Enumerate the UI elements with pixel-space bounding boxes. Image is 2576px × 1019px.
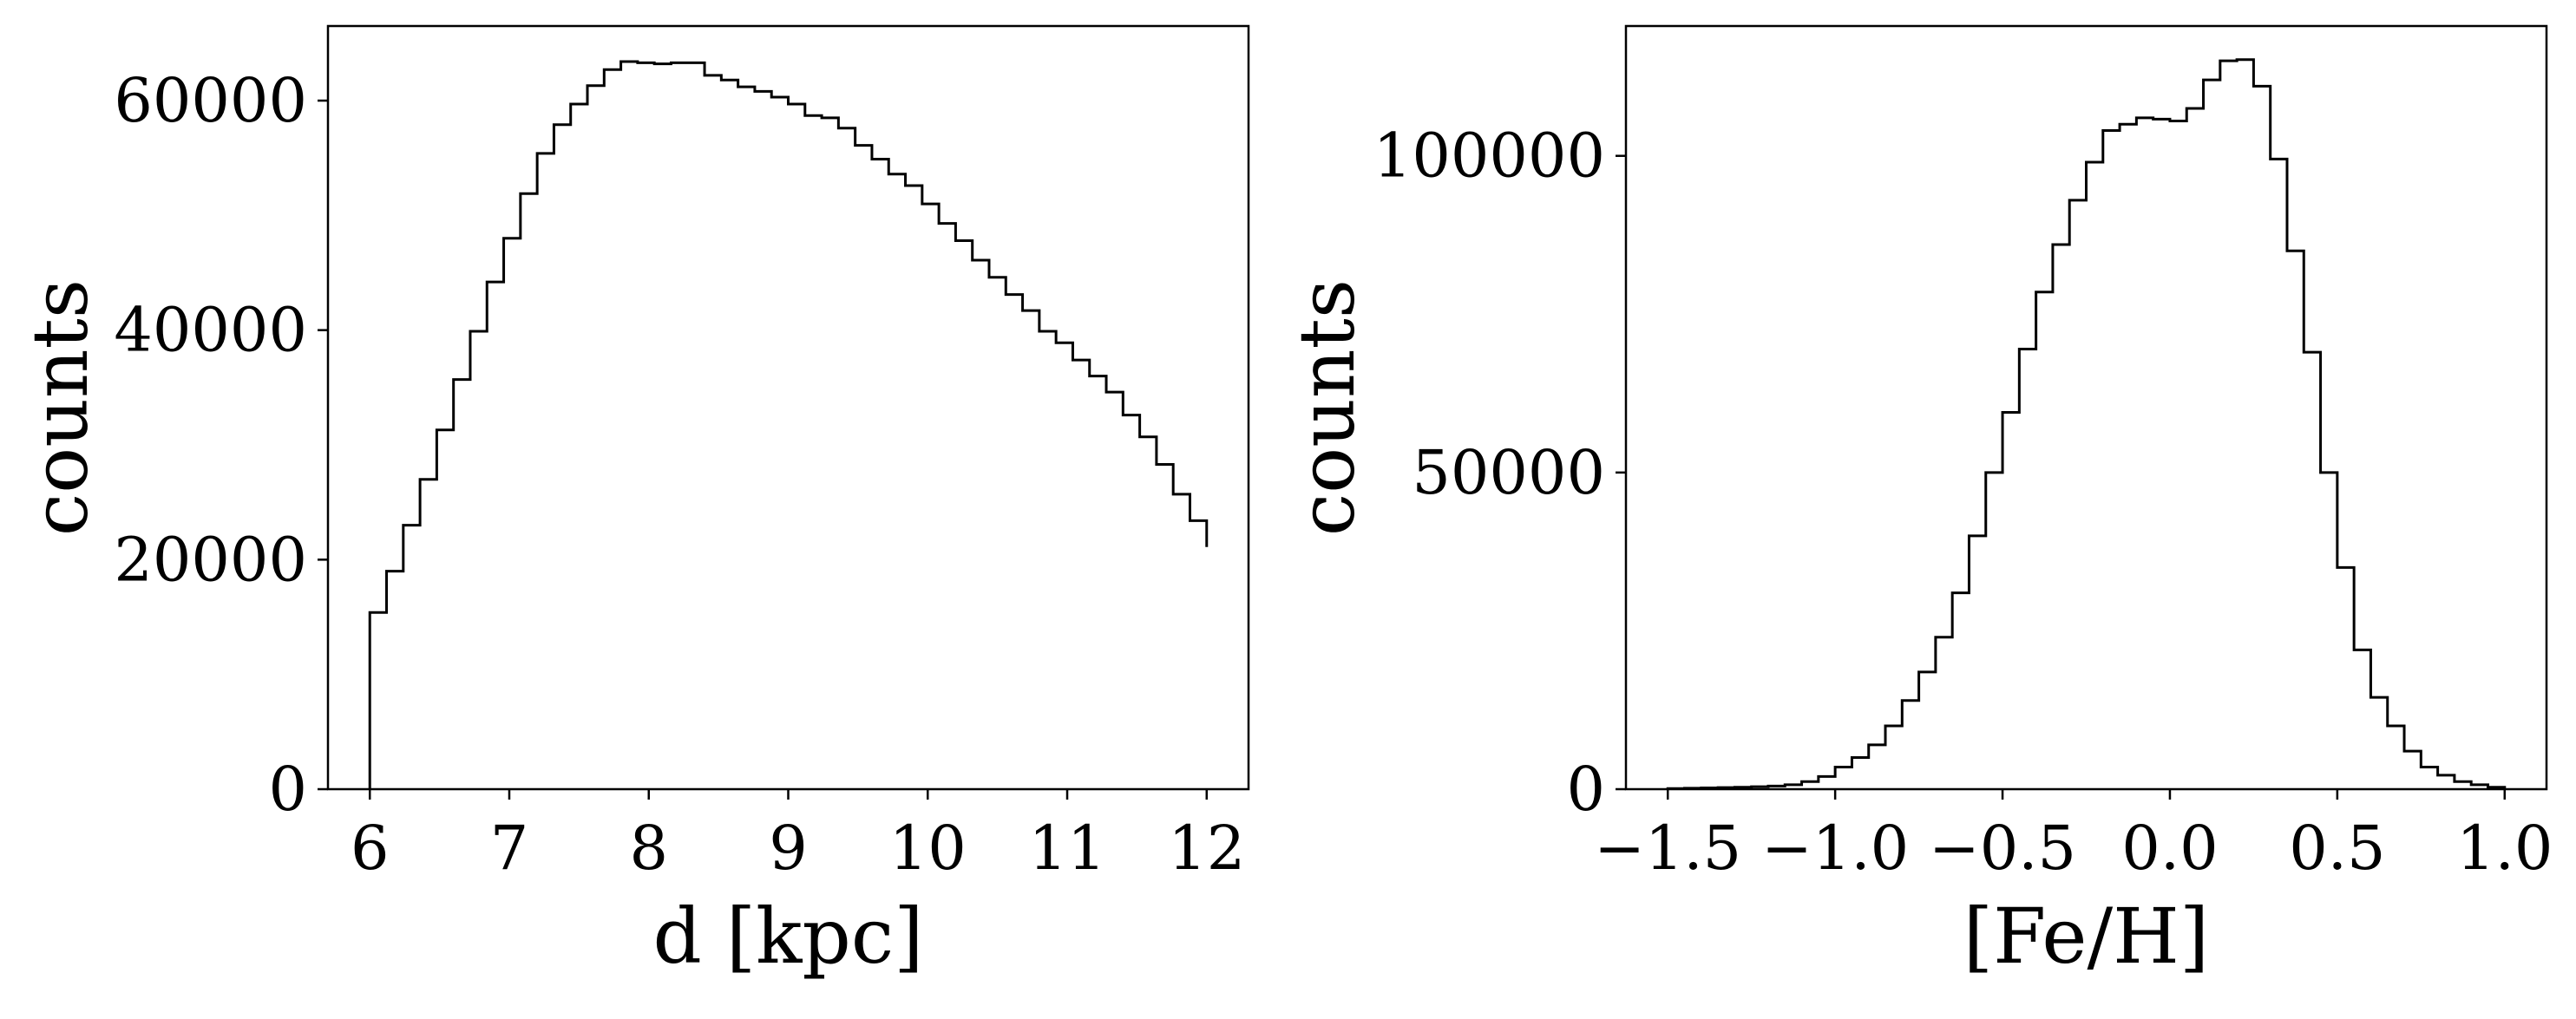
distance-x-tick-label: 12 — [1168, 813, 1245, 884]
metallicity-axes-frame — [1624, 24, 2548, 791]
distance-y-tick-label: 60000 — [114, 65, 307, 136]
distance-y-tick-label: 0 — [268, 754, 307, 825]
metallicity-x-tick-label: 0.0 — [2121, 813, 2218, 884]
distance-x-tick-label: 6 — [351, 813, 390, 884]
distance-axes-frame — [326, 24, 1250, 791]
metallicity-histogram-step — [1666, 58, 2507, 790]
metallicity-x-tick-label: −0.5 — [1929, 813, 2076, 884]
metallicity-x-tick-label: −1.0 — [1761, 813, 1909, 884]
metallicity-y-axis-label: counts — [1282, 279, 1372, 536]
metallicity-y-tick-label: 100000 — [1373, 121, 1605, 192]
distance-histogram-panel: 6 7 8 9 10 11 12 0 20000 40000 60000 d [kpc] counts — [16, 24, 1250, 981]
metallicity-x-tick-label: 0.5 — [2289, 813, 2385, 884]
metallicity-y-tick-label: 0 — [1566, 754, 1605, 825]
distance-x-axis-label: d [kpc] — [653, 892, 924, 981]
distance-x-tick-label: 9 — [769, 813, 808, 884]
distance-x-tick-label: 10 — [889, 813, 967, 884]
distance-y-axis-label: counts — [16, 279, 105, 536]
metallicity-x-tick-label: −1.5 — [1594, 813, 1741, 884]
metallicity-y-tick-label: 50000 — [1412, 437, 1605, 508]
metallicity-histogram-panel: −1.5 −1.0 −0.5 0.0 0.5 1.0 0 50000 100000 [Fe/H] c… — [1282, 24, 2553, 981]
metallicity-x-axis-label: [Fe/H] — [1963, 892, 2209, 981]
metallicity-x-tick-label: 1.0 — [2456, 813, 2553, 884]
distance-x-tick-label: 8 — [629, 813, 668, 884]
distance-histogram-step — [368, 60, 1209, 789]
distance-x-tick-label: 11 — [1028, 813, 1105, 884]
distance-x-tick-label: 7 — [490, 813, 529, 884]
distance-y-tick-label: 40000 — [114, 295, 307, 366]
distance-y-tick-label: 20000 — [114, 524, 307, 595]
